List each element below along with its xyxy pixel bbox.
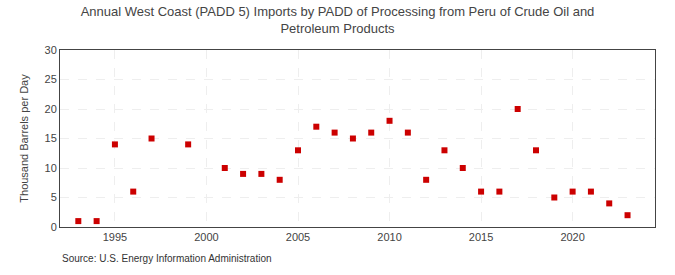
svg-text:2000: 2000 — [194, 231, 218, 243]
svg-text:25: 25 — [45, 73, 57, 85]
svg-text:0: 0 — [51, 221, 57, 233]
svg-text:15: 15 — [45, 132, 57, 144]
svg-text:2010: 2010 — [377, 231, 401, 243]
svg-text:2020: 2020 — [560, 231, 584, 243]
svg-text:2005: 2005 — [286, 231, 310, 243]
svg-text:10: 10 — [45, 162, 57, 174]
svg-text:Source: U.S. Energy Informatio: Source: U.S. Energy Information Administ… — [62, 253, 272, 264]
svg-text:20: 20 — [45, 103, 57, 115]
svg-text:2015: 2015 — [469, 231, 493, 243]
svg-text:Thousand Barrels per Day: Thousand Barrels per Day — [18, 74, 30, 203]
svg-text:30: 30 — [45, 44, 57, 56]
svg-text:5: 5 — [51, 191, 57, 203]
svg-text:1995: 1995 — [103, 231, 127, 243]
svg-text:Annual West Coast (PADD 5) Imp: Annual West Coast (PADD 5) Imports by PA… — [81, 4, 595, 36]
